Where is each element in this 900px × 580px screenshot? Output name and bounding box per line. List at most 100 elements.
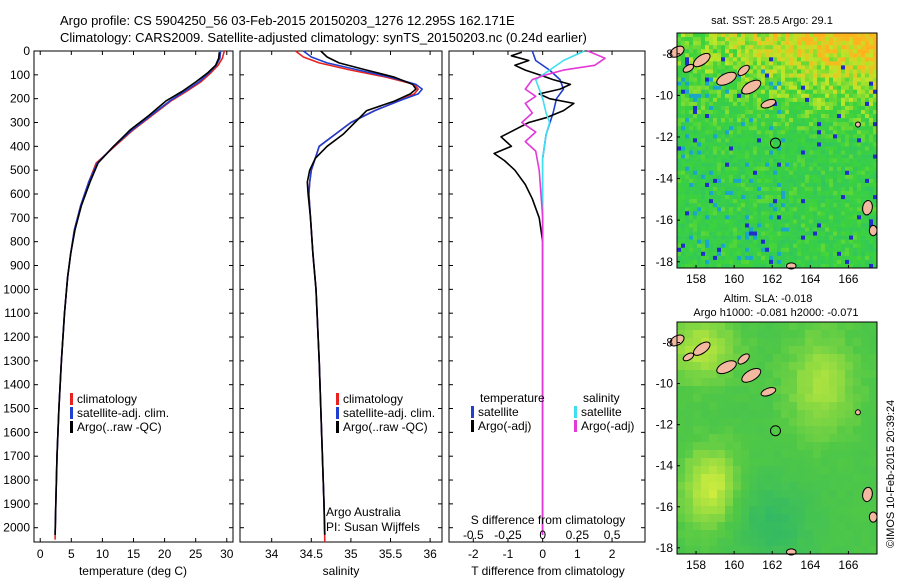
heatmap-cell xyxy=(837,338,846,347)
heatmap-cell xyxy=(829,191,834,196)
heatmap-cell xyxy=(685,370,694,379)
heatmap-cell xyxy=(725,61,730,66)
heatmap-cell xyxy=(705,61,710,66)
heatmap-cell xyxy=(749,346,758,355)
heatmap-cell xyxy=(729,166,734,172)
heatmap-cell xyxy=(865,178,870,184)
heatmap-cell xyxy=(869,426,878,435)
heatmap-cell xyxy=(869,482,878,491)
heatmap-cell xyxy=(721,243,726,249)
heatmap-cell xyxy=(789,402,798,411)
heatmap-cell xyxy=(701,130,706,135)
heatmap-cell xyxy=(753,93,758,99)
heatmap-cell xyxy=(853,219,858,224)
heatmap-cell xyxy=(813,166,818,172)
heatmap-cell xyxy=(693,77,698,82)
heatmap-cell xyxy=(721,85,726,91)
heatmap-cell xyxy=(773,174,778,180)
heatmap-cell xyxy=(857,251,862,257)
heatmap-cell xyxy=(685,211,690,216)
heatmap-cell xyxy=(721,53,726,58)
heatmap-cell xyxy=(837,170,842,176)
heatmap-cell xyxy=(813,474,822,483)
heatmap-cell xyxy=(733,223,738,228)
heatmap-cell xyxy=(745,182,750,188)
heatmap-cell xyxy=(749,239,754,244)
heatmap-cell xyxy=(709,247,714,253)
heatmap-cell xyxy=(693,174,698,180)
heatmap-cell xyxy=(725,418,734,427)
heatmap-cell xyxy=(713,101,718,107)
heatmap-cell xyxy=(809,146,814,151)
heatmap-cell xyxy=(773,114,778,119)
heatmap-cell xyxy=(725,53,730,58)
heatmap-cell xyxy=(717,466,726,475)
heatmap-cell xyxy=(797,530,806,539)
heatmap-cell xyxy=(865,223,870,228)
heatmap-cell xyxy=(689,105,694,111)
heatmap-cell xyxy=(713,215,718,220)
heatmap-cell xyxy=(801,126,806,131)
heatmap-cell xyxy=(681,211,686,216)
heatmap-cell xyxy=(853,69,858,74)
heatmap-cell xyxy=(797,61,802,66)
heatmap-cell xyxy=(741,203,746,208)
heatmap-cell xyxy=(741,211,746,216)
heatmap-cell xyxy=(713,130,718,135)
heatmap-cell xyxy=(725,49,730,54)
heatmap-cell xyxy=(797,109,802,115)
heatmap-cell xyxy=(757,231,762,236)
heatmap-cell xyxy=(869,105,874,111)
heatmap-cell xyxy=(753,49,758,54)
heatmap-cell xyxy=(761,247,766,253)
heatmap-cell xyxy=(741,77,746,82)
heatmap-cell xyxy=(869,402,878,411)
heatmap-cell xyxy=(749,162,754,168)
heatmap-cell xyxy=(705,255,710,261)
heatmap-cell xyxy=(845,146,850,151)
heatmap-cell xyxy=(829,426,838,435)
heatmap-cell xyxy=(701,434,710,443)
heatmap-cell xyxy=(825,207,830,212)
heatmap-cell xyxy=(765,506,774,515)
heatmap-cell xyxy=(781,134,786,139)
heatmap-cell xyxy=(825,118,830,123)
heatmap-cell xyxy=(845,118,850,123)
heatmap-cell xyxy=(809,259,814,265)
heatmap-cell xyxy=(769,61,774,66)
heatmap-cell xyxy=(757,223,762,228)
heatmap-cell xyxy=(785,235,790,240)
sst-coastline xyxy=(669,45,878,270)
heatmap-cell xyxy=(701,178,706,184)
heatmap-cell xyxy=(701,195,706,200)
heatmap-cell xyxy=(861,259,866,265)
heatmap-cell xyxy=(845,170,850,176)
heatmap-cell xyxy=(785,174,790,180)
heatmap-cell xyxy=(797,85,802,91)
heatmap-cell xyxy=(825,85,830,91)
heatmap-cell xyxy=(717,142,722,147)
heatmap-cell xyxy=(789,138,794,143)
heatmap-cell xyxy=(733,346,742,355)
heatmap-cell xyxy=(717,498,726,507)
heatmap-cell xyxy=(789,434,798,443)
heatmap-cell xyxy=(745,93,750,99)
heatmap-cell xyxy=(773,65,778,70)
heatmap-cell xyxy=(769,81,774,86)
sla-map-subtitle: Argo h1000: -0.081 h2000: -0.071 xyxy=(693,307,858,319)
heatmap-cell xyxy=(757,182,762,188)
heatmap-cell xyxy=(749,186,754,192)
heatmap-cell xyxy=(853,89,858,95)
heatmap-cell xyxy=(741,330,750,339)
heatmap-cell xyxy=(765,109,770,115)
heatmap-cell xyxy=(781,93,786,99)
heatmap-cell xyxy=(681,235,686,240)
heatmap-cell xyxy=(813,538,822,547)
heatmap-cell xyxy=(821,474,830,483)
heatmap-cell xyxy=(701,223,706,228)
heatmap-cell xyxy=(701,219,706,224)
heatmap-cell xyxy=(841,130,846,135)
heatmap-cell xyxy=(725,322,734,331)
heatmap-cell xyxy=(861,354,870,363)
heatmap-cell xyxy=(801,93,806,99)
